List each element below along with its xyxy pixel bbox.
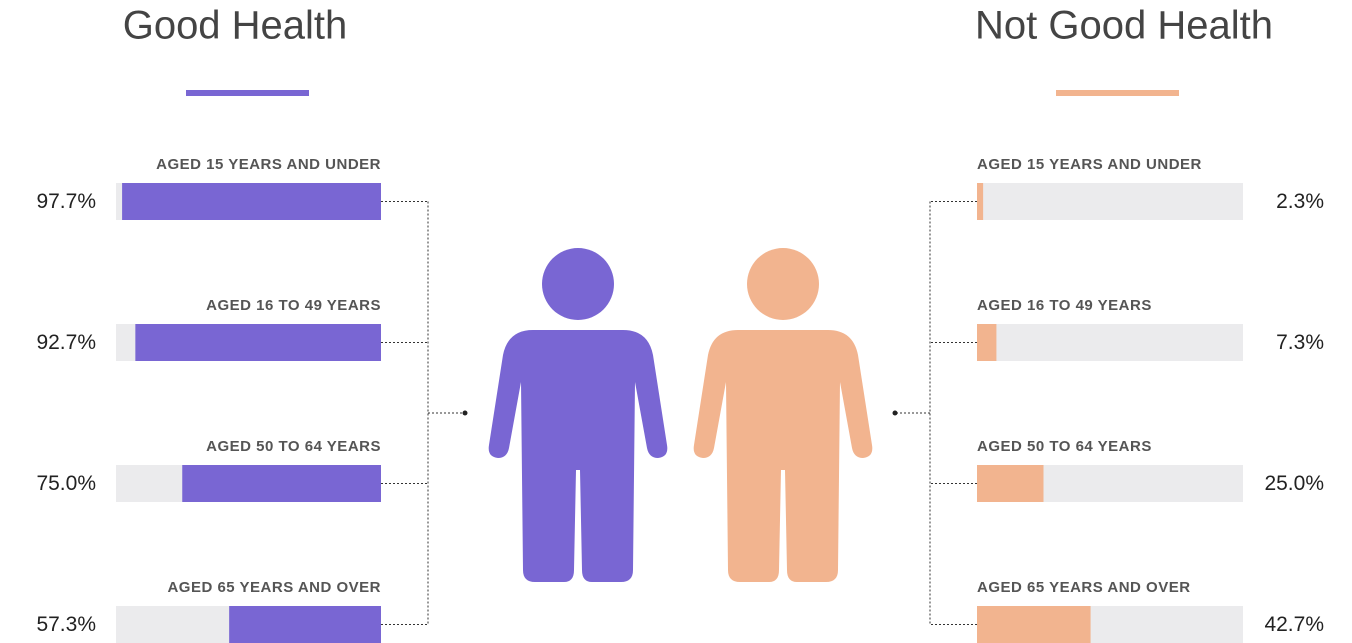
value-label: 97.7%	[36, 190, 96, 213]
person-body	[693, 330, 873, 582]
category-label: AGED 15 YEARS AND UNDER	[156, 156, 381, 173]
chart-title: Good Health	[123, 4, 348, 48]
category-label: AGED 65 YEARS AND OVER	[977, 579, 1191, 596]
person-body	[488, 330, 668, 582]
category-label: AGED 65 YEARS AND OVER	[167, 579, 381, 596]
value-label: 75.0%	[36, 472, 96, 495]
value-label: 25.0%	[1264, 472, 1324, 495]
bar-track	[977, 324, 1243, 361]
category-label: AGED 16 TO 49 YEARS	[206, 297, 381, 314]
bar	[135, 324, 381, 361]
connector-dot	[462, 410, 468, 416]
connector-dot	[892, 410, 898, 416]
bar-track	[977, 183, 1243, 220]
bar	[977, 606, 1091, 643]
category-label: AGED 50 TO 64 YEARS	[206, 438, 381, 455]
bar	[229, 606, 381, 643]
bar	[977, 324, 997, 361]
person-head	[542, 248, 614, 320]
person-head	[747, 248, 819, 320]
value-label: 2.3%	[1276, 190, 1324, 213]
value-label: 92.7%	[36, 331, 96, 354]
chart-title: Not Good Health	[975, 4, 1273, 48]
title-underline	[186, 90, 309, 96]
bar	[122, 183, 381, 220]
category-label: AGED 15 YEARS AND UNDER	[977, 156, 1202, 173]
bar	[182, 465, 381, 502]
value-label: 42.7%	[1264, 613, 1324, 636]
value-label: 7.3%	[1276, 331, 1324, 354]
bar	[977, 465, 1044, 502]
value-label: 57.3%	[36, 613, 96, 636]
title-underline	[1056, 90, 1179, 96]
category-label: AGED 50 TO 64 YEARS	[977, 438, 1152, 455]
category-label: AGED 16 TO 49 YEARS	[977, 297, 1152, 314]
bar	[977, 183, 984, 220]
